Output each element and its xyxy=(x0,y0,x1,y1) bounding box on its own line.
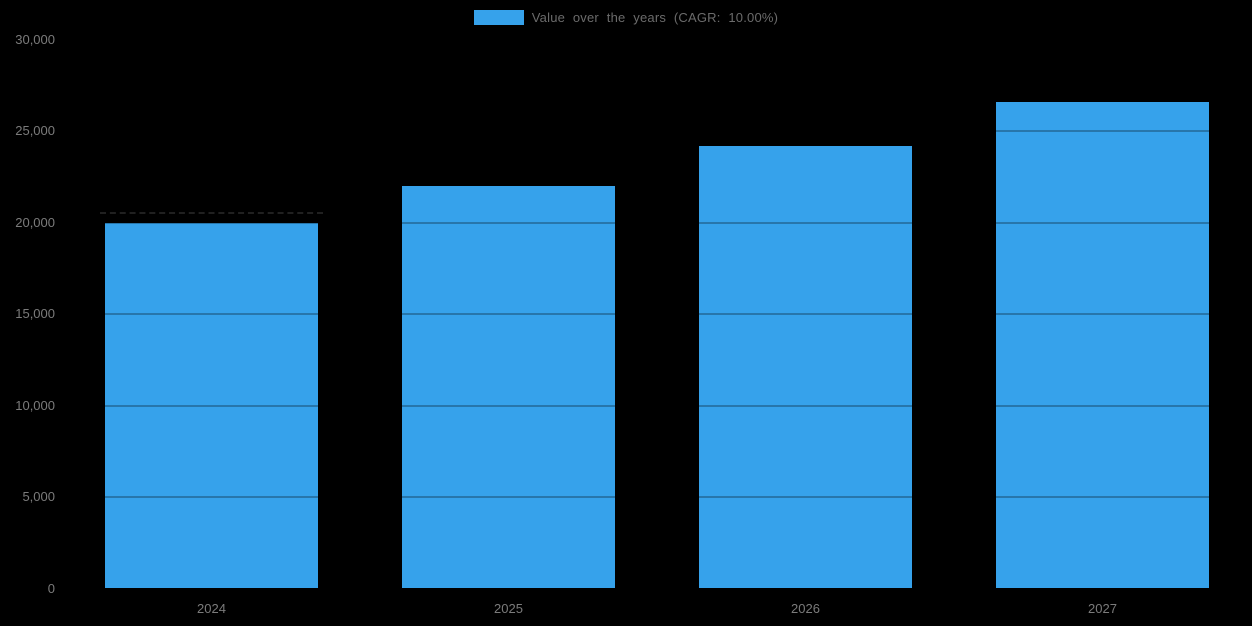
bar-2024[interactable] xyxy=(105,222,318,589)
legend-swatch-icon xyxy=(473,10,524,25)
x-tick-label: 2027 xyxy=(1088,601,1117,616)
legend-label: Value over the years (CAGR: 10.00%) xyxy=(531,10,779,25)
y-tick-label: 30,000 xyxy=(15,32,55,47)
bar-2027[interactable] xyxy=(996,101,1209,589)
gridline xyxy=(63,39,1251,41)
dashed-guide-line xyxy=(100,211,323,214)
bar-2025[interactable] xyxy=(402,186,615,589)
y-tick-label: 10,000 xyxy=(15,397,55,413)
x-tick-label: 2026 xyxy=(791,601,820,616)
x-tick-label: 2025 xyxy=(494,601,523,616)
y-tick-label: 0 xyxy=(47,580,55,596)
y-tick-label: 15,000 xyxy=(15,306,55,322)
y-tick-label: 20,000 xyxy=(15,214,55,230)
x-tick-label: 2024 xyxy=(197,601,226,616)
y-tick-label: 5,000 xyxy=(22,489,55,505)
y-tick-label: 25,000 xyxy=(15,123,55,139)
bar-2026[interactable] xyxy=(699,146,912,589)
legend[interactable]: Value over the years (CAGR: 10.00%) xyxy=(0,10,1252,25)
